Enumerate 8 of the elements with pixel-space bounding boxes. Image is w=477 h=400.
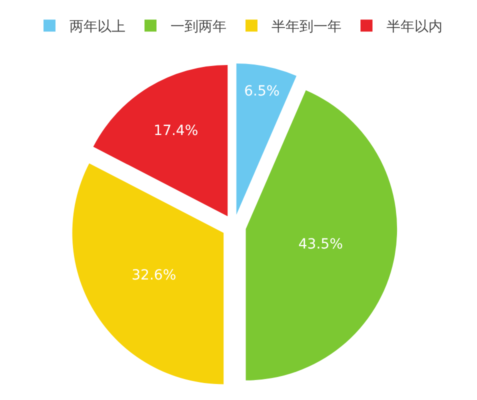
legend-label: 一到两年 (170, 19, 226, 36)
legend-label: 半年以内 (386, 19, 442, 36)
data-label: 6.5% (244, 84, 280, 100)
legend-label: 两年以上 (70, 19, 126, 36)
data-label: 32.6% (132, 267, 176, 284)
data-label: 43.5% (298, 236, 343, 253)
data-label: 17.4% (154, 123, 198, 140)
legend-label: 半年到一年 (272, 19, 342, 36)
